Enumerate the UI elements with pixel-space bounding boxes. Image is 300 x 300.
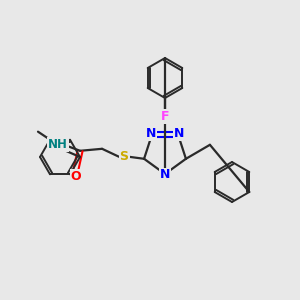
- Text: N: N: [174, 127, 184, 140]
- Text: N: N: [160, 169, 170, 182]
- Text: F: F: [161, 110, 169, 122]
- Text: NH: NH: [48, 138, 68, 151]
- Text: O: O: [71, 170, 81, 183]
- Text: S: S: [120, 150, 129, 163]
- Text: N: N: [146, 127, 156, 140]
